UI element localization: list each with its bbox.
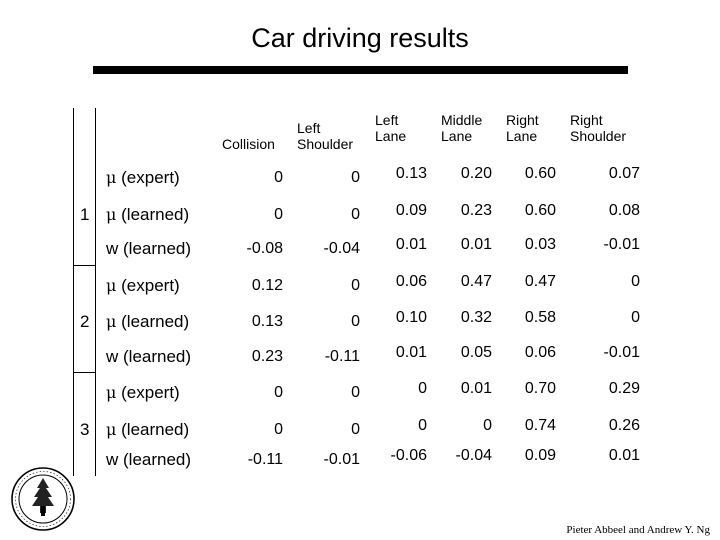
table-cell: 0.60 [524,202,556,219]
table-cell: 0 [274,421,283,438]
row-label-text: (learned) [121,420,190,439]
row-label: μ (expert) [106,383,180,403]
table-cell: 0 [274,384,283,401]
table-cell: 0 [483,417,492,434]
row-label-text: (learned) [121,205,190,224]
table-cell: 0.01 [608,447,640,464]
title-underline [93,66,628,74]
table-cell: 0 [274,206,283,223]
mu-symbol: μ [106,312,117,331]
table-cell: -0.11 [324,348,360,365]
column-header: Collision [222,136,275,152]
table-cell: -0.01 [323,451,360,468]
stanford-seal-icon [11,467,75,531]
table-cell: 0.09 [395,202,427,219]
table-cell: 0.26 [608,417,640,434]
table-cell: 0.13 [395,165,427,182]
table-cell: 0 [351,384,360,401]
column-header: Right Shoulder [570,112,627,144]
row-label: w (learned) [106,239,191,259]
row-label: μ (learned) [106,420,189,440]
table-cell: -0.11 [247,451,283,468]
row-label-text: w (learned) [106,450,192,469]
column-header: Left Lane [375,112,407,144]
table-cell: 0.01 [395,236,427,253]
table-cell: 0 [351,421,360,438]
table-cell: 0 [351,206,360,223]
table-cell: -0.04 [323,240,360,257]
column-header: Middle Lane [441,112,483,144]
table-cell: 0.20 [460,165,492,182]
table-cell: -0.06 [390,447,427,464]
table-label-divider [95,108,96,476]
table-cell: 0.03 [524,236,556,253]
row-label: w (learned) [106,450,191,470]
row-label-text: w (learned) [106,239,192,258]
university-seal [10,466,76,537]
group-number: 3 [80,420,90,439]
mu-symbol: μ [106,383,117,402]
table-cell: 0.74 [524,417,556,434]
column-header: Right Lane [506,112,539,144]
table-cell: 0.47 [460,273,492,290]
table-cell: 0.10 [395,309,427,326]
row-label-text: (expert) [121,383,180,402]
table-cell: 0 [351,169,360,186]
table-cell: 0.01 [395,344,427,361]
table-cell: 0.12 [251,277,283,294]
table-cell: 0.07 [608,165,640,182]
table-cell: 0.23 [460,202,492,219]
table-cell: 0 [631,309,640,326]
table-cell: 0.13 [251,313,283,330]
row-label: μ (learned) [106,312,189,332]
table-cell: 0.58 [524,309,556,326]
row-label-text: w (learned) [106,347,192,366]
column-header: Left Shoulder [297,120,354,152]
table-cell: 0.09 [524,447,556,464]
row-label-text: (learned) [121,312,190,331]
table-cell: -0.01 [603,344,640,361]
page-title: Car driving results [251,23,469,53]
row-label: μ (expert) [106,168,180,188]
table-cell: -0.04 [455,447,492,464]
table-cell: 0 [351,313,360,330]
mu-symbol: μ [106,168,117,187]
table-cell: 0 [274,169,283,186]
table-cell: 0.06 [395,273,427,290]
table-left-border [73,108,74,476]
table-cell: 0 [418,417,427,434]
table-cell: 0.01 [460,380,492,397]
table-cell: -0.01 [603,236,640,253]
mu-symbol: μ [106,205,117,224]
group-number: 1 [80,205,90,224]
group-divider-2 [73,372,95,373]
row-label: w (learned) [106,347,191,367]
table-cell: 0.47 [524,273,556,290]
row-label-text: (expert) [121,168,180,187]
group-number: 2 [80,312,90,331]
table-cell: 0 [631,273,640,290]
author-credit: Pieter Abbeel and Andrew Y. Ng [566,524,710,536]
table-cell: 0.32 [460,309,492,326]
row-label: μ (expert) [106,276,180,296]
row-label-text: (expert) [121,276,180,295]
table-cell: 0.23 [251,348,283,365]
row-label: μ (learned) [106,205,189,225]
table-cell: 0 [418,380,427,397]
table-cell: 0.01 [460,236,492,253]
table-cell: 0 [351,277,360,294]
table-cell: 0.29 [608,380,640,397]
table-cell: -0.08 [246,240,283,257]
group-divider-1 [73,265,95,266]
table-cell: 0.06 [524,344,556,361]
table-cell: 0.05 [460,344,492,361]
mu-symbol: μ [106,276,117,295]
table-cell: 0.60 [524,165,556,182]
table-cell: 0.70 [524,380,556,397]
table-cell: 0.08 [608,202,640,219]
mu-symbol: μ [106,420,117,439]
